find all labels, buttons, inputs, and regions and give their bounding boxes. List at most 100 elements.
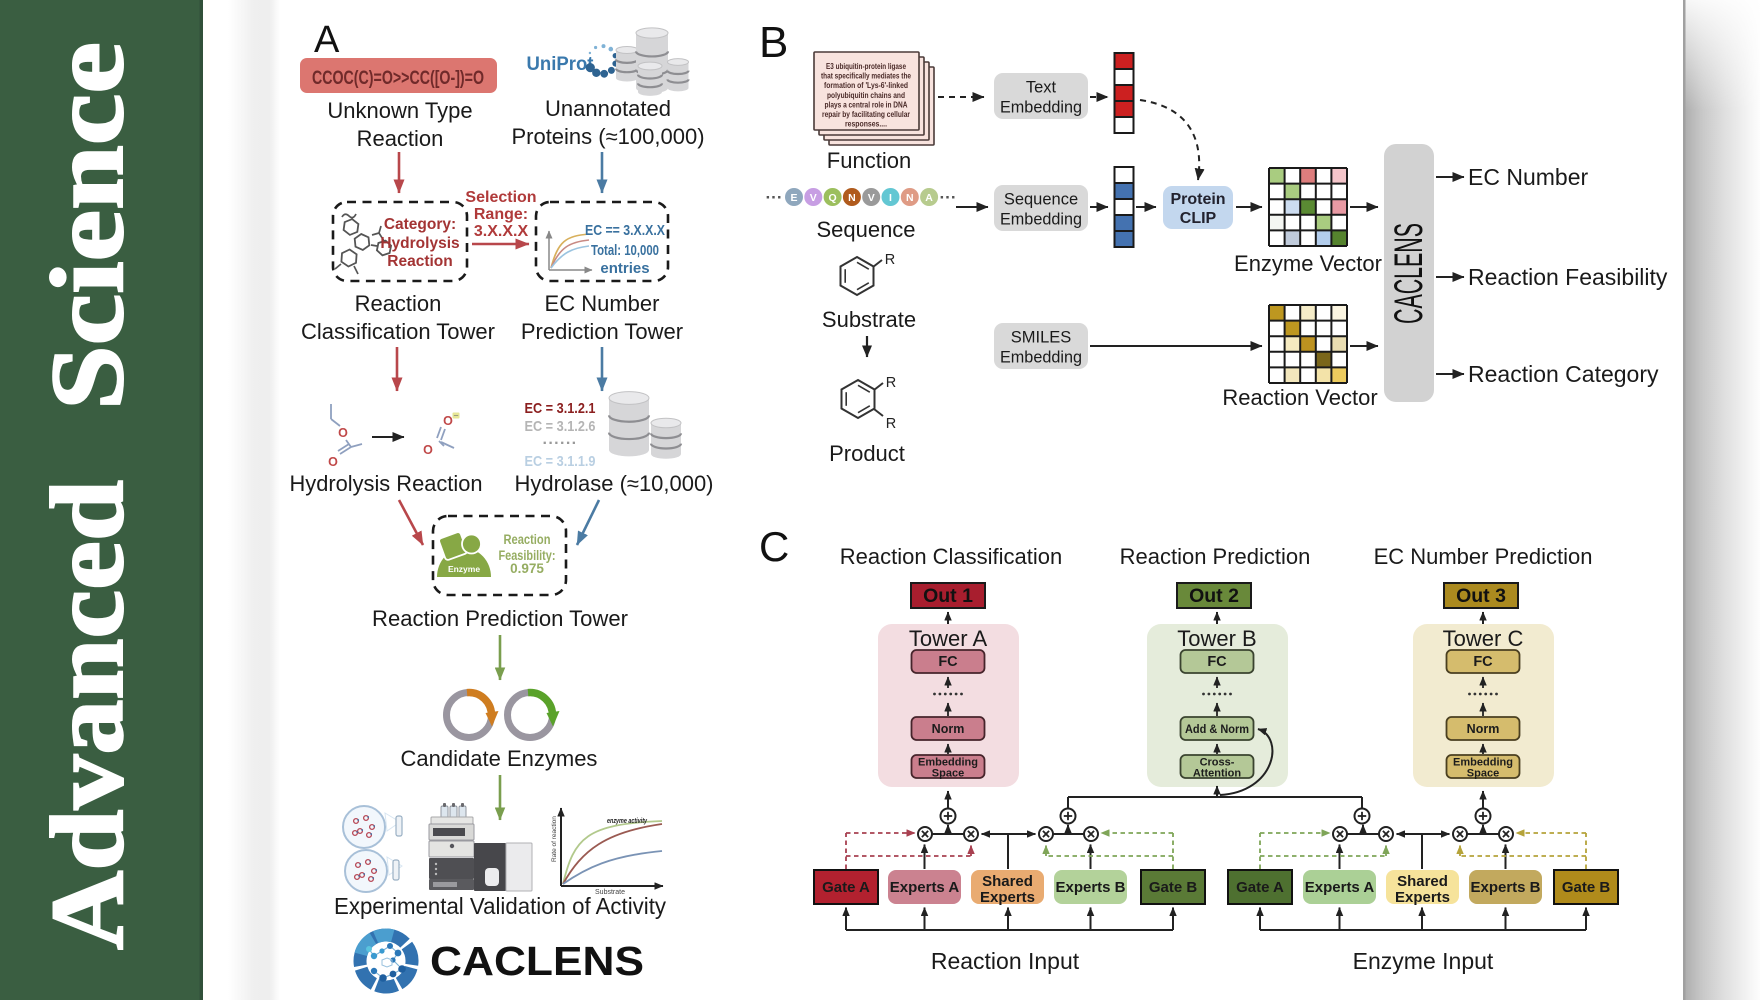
svg-text:Reaction: Reaction [357,126,444,151]
svg-text:B: B [759,18,788,67]
svg-text:Classification Tower: Classification Tower [301,319,495,344]
svg-text:Sequence: Sequence [816,217,915,242]
svg-text:Tower C: Tower C [1443,626,1524,651]
svg-text:Function: Function [827,148,911,173]
svg-text:UniProt: UniProt [527,53,594,75]
svg-text:Science: Science [30,42,145,410]
svg-text:Enzyme Vector: Enzyme Vector [1234,251,1382,276]
svg-text:Total: 10,000: Total: 10,000 [591,242,659,259]
svg-text:Unknown Type: Unknown Type [327,98,472,123]
svg-text:EC = 3.1.2.6: EC = 3.1.2.6 [525,418,596,435]
svg-text:that specifically mediates the: that specifically mediates the [821,72,911,81]
svg-text:Hydrolysis Reaction: Hydrolysis Reaction [290,471,483,496]
svg-text:R: R [886,416,896,432]
svg-text:R: R [886,375,896,391]
svg-text:Space: Space [932,768,964,780]
svg-text:Rate of reaction: Rate of reaction [551,816,558,862]
svg-text:Category:: Category: [384,216,456,233]
svg-text:Prediction Tower: Prediction Tower [521,319,683,344]
svg-text:Range:: Range: [474,206,528,223]
svg-text:SMILES: SMILES [1011,329,1072,347]
svg-text:Embedding: Embedding [918,757,978,769]
svg-text:Norm: Norm [932,722,965,736]
svg-text:repair by facilitating cellula: repair by facilitating cellular [822,110,910,119]
svg-text:Embedding: Embedding [1000,211,1082,229]
svg-text:Shared: Shared [1397,873,1448,890]
svg-text:Space: Space [1467,768,1499,780]
svg-text:C: C [759,523,789,570]
svg-text:FC: FC [1473,654,1493,670]
svg-text:O: O [328,455,338,469]
svg-text:Norm: Norm [1467,722,1500,736]
svg-text:O: O [443,414,453,428]
svg-text:I: I [889,192,892,204]
svg-text:Experts B: Experts B [1055,879,1125,896]
svg-text:EC Number: EC Number [545,291,660,316]
svg-text:EC Number: EC Number [1468,164,1588,190]
svg-text:Reaction Input: Reaction Input [931,948,1080,974]
svg-text:Reaction Prediction Tower: Reaction Prediction Tower [372,606,628,631]
svg-text:Gate A: Gate A [1236,879,1284,896]
svg-text:A: A [925,192,933,204]
svg-text:N: N [848,192,856,204]
svg-text:Shared: Shared [982,873,1033,890]
svg-text:CACLENS: CACLENS [1387,223,1431,324]
svg-text:E: E [790,192,797,204]
svg-text:Protein: Protein [1170,191,1225,208]
svg-text:Sequence: Sequence [1004,191,1078,209]
svg-text:Hydrolase (≈10,000): Hydrolase (≈10,000) [515,471,714,496]
svg-text:Reaction: Reaction [355,291,442,316]
svg-text:Embedding: Embedding [1000,349,1082,367]
svg-text:formation of 'Lys-6'-linked: formation of 'Lys-6'-linked [824,81,908,90]
svg-text:Experts B: Experts B [1470,879,1540,896]
svg-text:Advanced: Advanced [30,480,145,950]
svg-text:CCOC(C)=O>>CC([O-])=O: CCOC(C)=O>>CC([O-])=O [312,68,484,89]
svg-text:E3 ubiquitin-protein ligase: E3 ubiquitin-protein ligase [826,62,906,71]
svg-text:Candidate Enzymes: Candidate Enzymes [401,746,598,771]
svg-text:Reaction Classification: Reaction Classification [840,544,1063,569]
svg-text:Hydrolysis: Hydrolysis [380,235,459,252]
svg-text:Out 2: Out 2 [1189,585,1239,607]
svg-text:······: ······ [543,435,578,452]
svg-text:Experimental Validation of Act: Experimental Validation of Activity [334,893,666,919]
svg-text:Gate B: Gate B [1562,879,1611,896]
svg-text:EC Number Prediction: EC Number Prediction [1374,544,1593,569]
svg-text:Reaction Feasibility: Reaction Feasibility [1468,264,1668,290]
svg-text:3.X.X.X: 3.X.X.X [474,223,529,240]
svg-text:Substrate: Substrate [595,889,625,896]
svg-text:enzyme activity: enzyme activity [607,818,648,825]
svg-text:Reaction: Reaction [504,532,551,547]
svg-text:Experts A: Experts A [890,879,960,896]
svg-text:Embedding: Embedding [1000,99,1082,117]
svg-text:Unannotated: Unannotated [545,96,671,121]
svg-text:Reaction Category: Reaction Category [1468,361,1659,387]
svg-text:Cross-: Cross- [1200,757,1235,769]
svg-text:Tower B: Tower B [1177,626,1256,651]
svg-text:Enzyme: Enzyme [448,564,480,574]
svg-text:−: − [453,411,458,421]
svg-text:Gate B: Gate B [1149,879,1198,896]
svg-text:V: V [868,192,875,204]
svg-text:Experts: Experts [1395,889,1450,906]
svg-text:polyubiquitin chains and: polyubiquitin chains and [827,91,905,100]
svg-text:entries: entries [600,260,649,277]
svg-text:N: N [906,192,914,204]
svg-text:R: R [885,252,895,268]
svg-text:Add & Norm: Add & Norm [1185,722,1249,736]
svg-text:Substrate: Substrate [822,307,916,332]
svg-text:CLIP: CLIP [1180,210,1217,227]
svg-text:Reaction Vector: Reaction Vector [1222,385,1377,410]
svg-text:A: A [314,19,340,61]
svg-text:EC == 3.X.X.X: EC == 3.X.X.X [585,222,665,239]
svg-text:Experts: Experts [980,889,1035,906]
svg-text:O: O [423,443,433,457]
svg-text:0.975: 0.975 [510,561,544,576]
svg-text:FC: FC [1207,654,1227,670]
svg-text:EC = 3.1.2.1: EC = 3.1.2.1 [525,400,596,417]
svg-text:···: ··· [766,188,783,207]
svg-text:Feasibility:: Feasibility: [499,548,556,563]
svg-text:Embedding: Embedding [1453,757,1513,769]
svg-text:CACLENS: CACLENS [430,938,644,984]
svg-text:Reaction: Reaction [387,253,452,270]
svg-text:Text: Text [1026,79,1057,97]
